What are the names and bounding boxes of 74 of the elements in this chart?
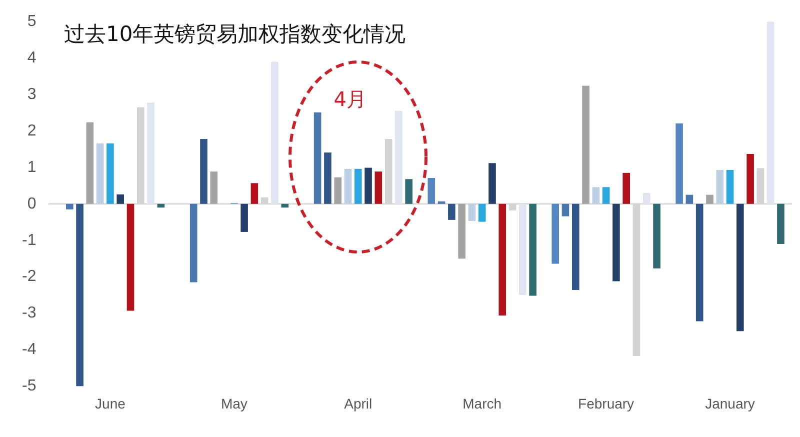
bar (653, 204, 660, 268)
y-tick-label: -2 (22, 268, 36, 286)
bar (344, 168, 352, 204)
bar (86, 122, 94, 204)
bar (96, 143, 104, 204)
bar (364, 168, 372, 204)
bar (354, 168, 362, 204)
bar (488, 163, 496, 204)
bar (200, 139, 208, 204)
bar (458, 204, 466, 259)
bar (448, 204, 456, 220)
bar (281, 204, 289, 208)
bar (676, 123, 683, 204)
y-tick-label: -3 (22, 304, 36, 322)
x-tick-label: January (705, 395, 755, 412)
bar (314, 112, 322, 204)
bar (428, 178, 436, 204)
bar (157, 204, 165, 208)
x-tick-label: March (462, 395, 502, 412)
x-tick-label: May (220, 395, 248, 412)
y-tick-label: 1 (27, 158, 36, 176)
bar (116, 194, 124, 204)
bar (716, 170, 724, 204)
y-tick-label: -4 (22, 341, 36, 358)
y-tick-label: 3 (27, 86, 36, 103)
bar (468, 204, 476, 222)
bar (334, 177, 342, 204)
y-tick-label: -1 (22, 232, 36, 249)
bar (746, 154, 754, 204)
bar (147, 102, 154, 204)
bar (642, 192, 650, 204)
bar (438, 201, 446, 204)
x-tick-label: February (578, 395, 634, 412)
y-tick-label: 4 (27, 49, 36, 66)
bar (126, 204, 134, 311)
bar (766, 22, 774, 204)
bar (696, 204, 704, 322)
chart-title: 过去10年英镑贸易加权指数变化情况 (64, 21, 406, 48)
bar (250, 183, 258, 204)
bar (529, 204, 536, 296)
bar (478, 204, 486, 222)
bar (519, 204, 526, 296)
y-tick-label: -5 (22, 378, 36, 395)
bar (592, 187, 600, 204)
x-tick-label: June (95, 395, 126, 412)
bar (395, 110, 402, 204)
bar (686, 194, 694, 204)
bar (777, 204, 784, 244)
bar (552, 204, 559, 264)
bar (324, 152, 332, 204)
bar (562, 204, 570, 216)
bar (498, 204, 506, 316)
bar (76, 204, 84, 386)
bar (240, 204, 248, 232)
bar (271, 62, 278, 204)
bar (66, 204, 74, 210)
bar (572, 204, 580, 290)
y-tick-label: 2 (27, 122, 36, 140)
bar (210, 171, 218, 204)
bar (190, 204, 198, 282)
bar (622, 172, 630, 204)
y-tick-label: 5 (27, 13, 36, 30)
annotation: 4月 (334, 87, 366, 112)
bar (602, 187, 610, 204)
bar (405, 179, 412, 204)
x-tick-label: April (344, 395, 372, 412)
bar (736, 204, 744, 332)
bar (582, 86, 590, 204)
bar (374, 171, 382, 204)
y-tick-label: 0 (27, 195, 36, 212)
bar (726, 170, 734, 204)
bar (106, 143, 114, 204)
bar (612, 204, 620, 282)
bar (706, 194, 714, 204)
